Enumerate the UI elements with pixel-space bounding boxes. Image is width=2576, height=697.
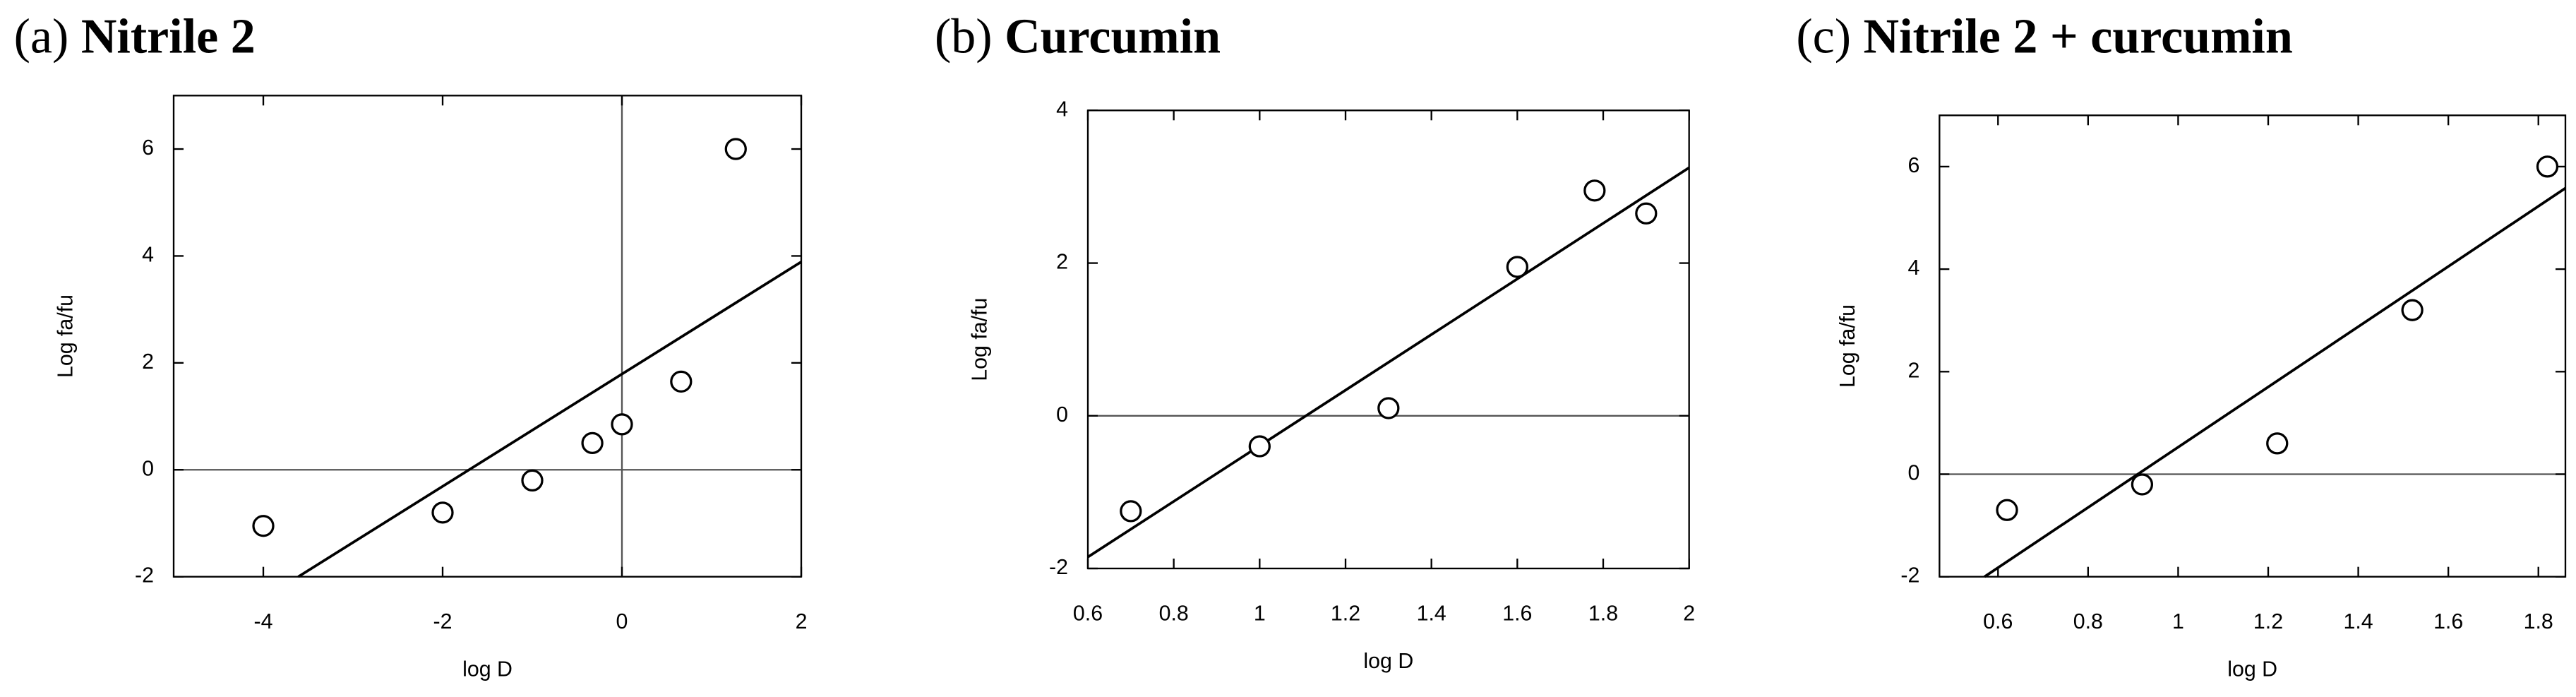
data-point xyxy=(1506,256,1528,278)
y-tick-label: 4 xyxy=(1907,256,1919,280)
x-tick-label: 1.8 xyxy=(1588,602,1618,625)
y-tick-label: -2 xyxy=(1900,564,1919,588)
y-axis-label: Log fa/fu xyxy=(968,298,991,381)
x-tick-label: 0.6 xyxy=(1073,602,1103,625)
plot-frame xyxy=(172,95,803,578)
data-point xyxy=(724,138,747,160)
panel-title: (c) Nitrile 2 + curcumin xyxy=(1796,9,2292,64)
title-space xyxy=(1851,9,1864,64)
panel-name: Nitrile 2 + curcumin xyxy=(1864,9,2293,64)
y-tick-label: 0 xyxy=(1907,461,1919,484)
y-tick-label: 4 xyxy=(142,243,154,266)
data-point xyxy=(1583,179,1606,202)
fit-line xyxy=(1086,166,1690,559)
data-point xyxy=(2401,299,2424,321)
x-axis-label: log D xyxy=(462,658,513,681)
y-tick-label: 2 xyxy=(1907,359,1919,382)
y-tick-label: 6 xyxy=(1907,154,1919,177)
fit-line xyxy=(1984,186,2567,578)
x-tick-label: 2 xyxy=(796,610,808,633)
data-point xyxy=(581,431,604,455)
x-tick-label: 1.8 xyxy=(2524,610,2553,633)
x-tick-label: 1.6 xyxy=(1502,602,1532,625)
panel-name: Curcumin xyxy=(1005,9,1221,64)
panel-label: (c) xyxy=(1796,9,1851,64)
panel-name: Nitrile 2 xyxy=(81,9,256,64)
x-tick-label: 1.2 xyxy=(1331,602,1360,625)
plot-frame xyxy=(1939,114,2567,578)
y-tick-label: 6 xyxy=(142,136,154,160)
data-point xyxy=(2536,155,2559,178)
x-tick-label: -2 xyxy=(433,610,453,633)
x-tick-label: 1.2 xyxy=(2253,610,2283,633)
x-axis-label: log D xyxy=(1363,650,1413,673)
x-tick-label: 1.4 xyxy=(2343,610,2373,633)
y-tick-label: 2 xyxy=(142,350,154,374)
y-axis-label: Log fa/fu xyxy=(1836,304,1859,388)
x-tick-label: 2 xyxy=(1683,602,1695,625)
data-point xyxy=(1248,435,1271,458)
x-tick-label: 1.4 xyxy=(1417,602,1446,625)
panel-title: (a) Nitrile 2 xyxy=(14,9,256,64)
y-tick-label: 0 xyxy=(1056,403,1068,427)
x-tick-label: 0.6 xyxy=(1983,610,2013,633)
x-tick-label: 0.8 xyxy=(1159,602,1189,625)
data-point xyxy=(611,413,633,436)
x-tick-label: 1 xyxy=(2172,610,2184,633)
data-point xyxy=(1120,500,1142,523)
data-point xyxy=(1996,499,2018,521)
y-tick-label: -2 xyxy=(1049,556,1068,579)
panel-label: (a) xyxy=(14,9,69,64)
x-tick-label: 0 xyxy=(616,610,628,633)
y-axis-label: Log fa/fu xyxy=(54,294,77,378)
y-tick-label: -2 xyxy=(135,564,154,588)
x-axis-label: log D xyxy=(2227,658,2277,681)
data-point xyxy=(431,501,454,524)
data-point xyxy=(252,515,275,537)
data-point xyxy=(670,370,693,393)
data-point xyxy=(1377,397,1400,419)
x-tick-label: 0.8 xyxy=(2073,610,2103,633)
title-space xyxy=(68,9,81,64)
data-point xyxy=(1635,202,1658,225)
y-tick-label: 0 xyxy=(142,457,154,480)
x-tick-label: 1 xyxy=(1254,602,1266,625)
data-point xyxy=(521,469,544,492)
data-point xyxy=(2131,473,2154,496)
panel-title: (b) Curcumin xyxy=(935,9,1221,64)
y-tick-label: 2 xyxy=(1056,251,1068,274)
y-tick-label: 4 xyxy=(1056,97,1068,121)
x-tick-label: -4 xyxy=(254,610,273,633)
plot-frame xyxy=(1086,109,1690,570)
data-point xyxy=(2266,432,2289,455)
x-tick-label: 1.6 xyxy=(2433,610,2463,633)
panel-label: (b) xyxy=(935,9,993,64)
title-space xyxy=(993,9,1005,64)
fit-line xyxy=(297,261,802,578)
